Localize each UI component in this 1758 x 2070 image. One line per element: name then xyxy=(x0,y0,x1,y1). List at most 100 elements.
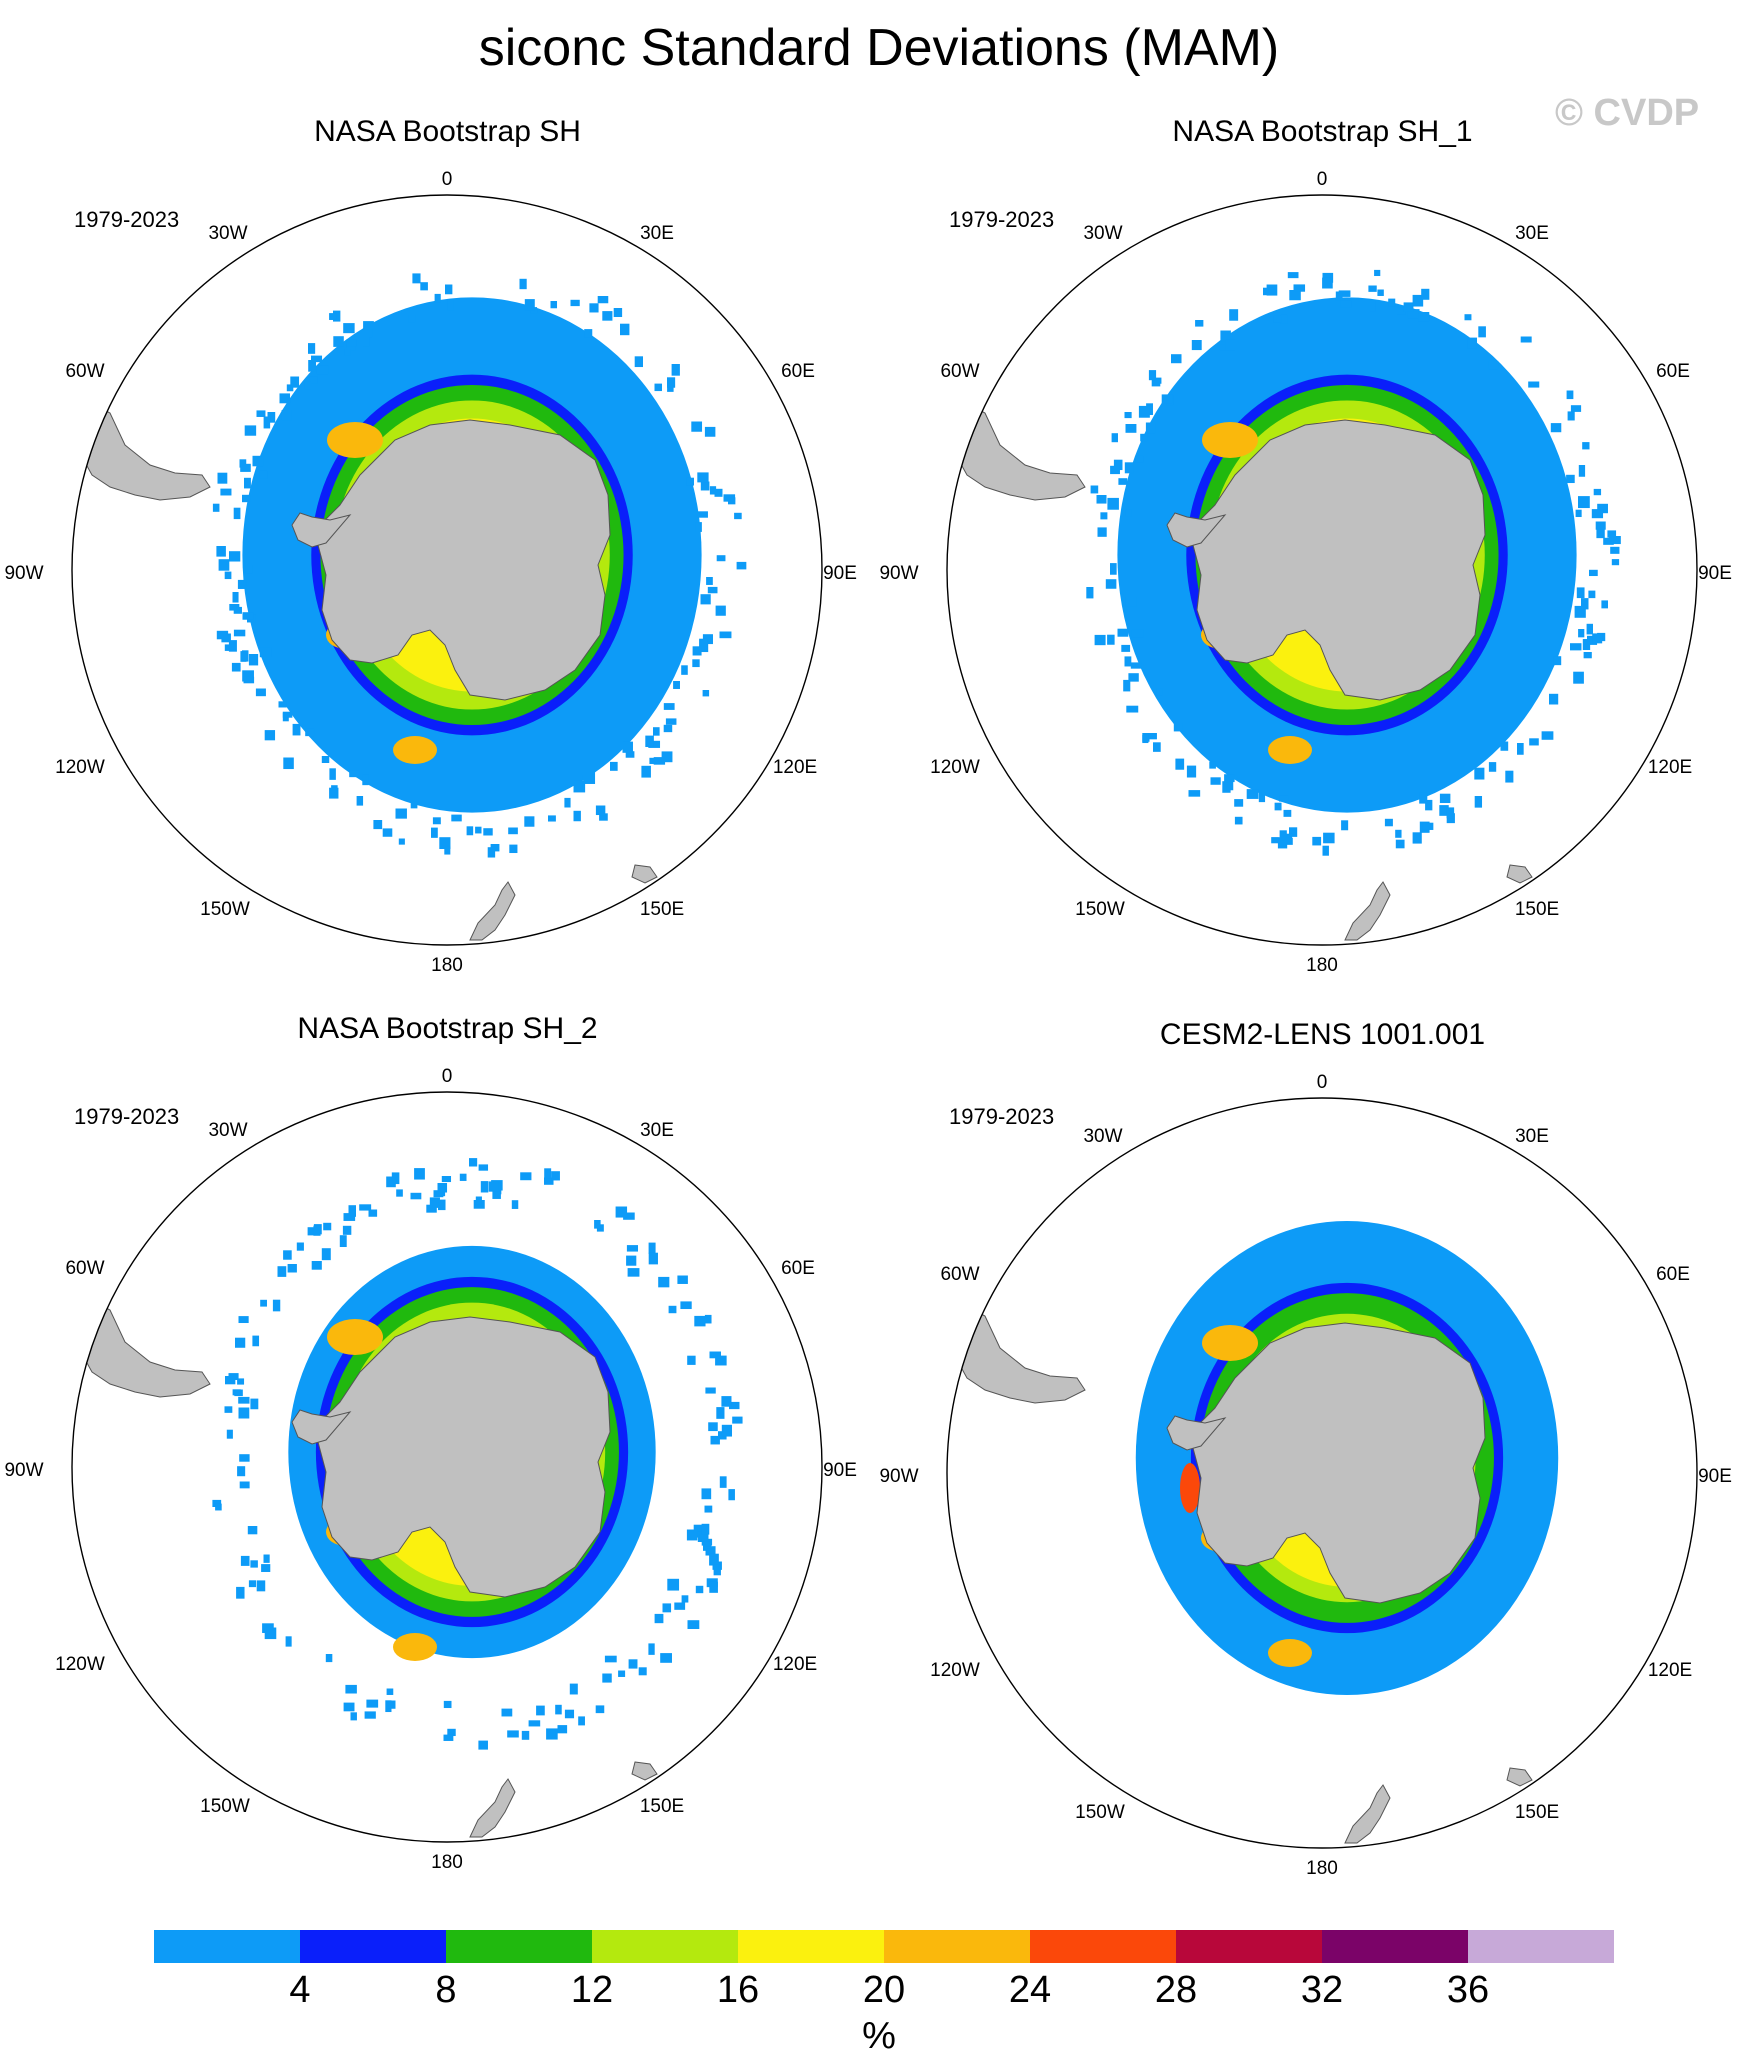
colorbar-swatch xyxy=(1030,1930,1176,1963)
sea-ice-pixel xyxy=(1597,503,1608,514)
sea-ice-pixel xyxy=(706,1548,715,1555)
sea-ice-pixel xyxy=(1293,284,1306,292)
sea-ice-pixel xyxy=(1520,336,1532,343)
sea-ice-pixel xyxy=(573,810,581,822)
sea-ice-pixel xyxy=(373,820,383,830)
colorbar-label: 24 xyxy=(1009,1969,1051,2011)
sea-ice-pixel xyxy=(625,751,635,758)
sea-ice-pixel xyxy=(264,730,276,741)
sea-ice-pixel xyxy=(283,1250,292,1260)
watermark: © CVDP xyxy=(1555,92,1700,134)
sea-ice-pixel xyxy=(1335,291,1343,301)
sea-ice-pixel xyxy=(232,592,239,603)
sea-ice-pixel xyxy=(1583,652,1592,659)
sea-ice-pixel xyxy=(680,1301,692,1310)
sea-ice-pixel xyxy=(1574,605,1586,618)
sea-ice-pixel xyxy=(1553,656,1562,666)
sea-ice-pixel xyxy=(226,1429,233,1439)
sea-ice-pixel xyxy=(1422,822,1434,830)
antarctica-land xyxy=(1192,419,1486,701)
sea-ice-pixel xyxy=(654,383,662,392)
sea-ice-pixel xyxy=(594,1220,601,1229)
sea-ice-pixel xyxy=(660,1653,672,1663)
sea-ice-pixel xyxy=(235,1337,246,1348)
sea-ice-pixel xyxy=(674,1602,686,1610)
polar-map: 0 30E 60E 90E 120E 150E 180 150W 120W 90W 60W 30W xyxy=(4,169,856,976)
sea-ice-pixel xyxy=(363,321,374,330)
antarctic-peninsula xyxy=(291,1409,352,1445)
sea-ice-pixel xyxy=(1368,285,1377,292)
new-zealand-land xyxy=(1344,1784,1391,1844)
map-body xyxy=(81,273,747,941)
sea-ice-pixel xyxy=(681,1595,689,1603)
map-body xyxy=(956,269,1621,941)
longitude-label: 30E xyxy=(640,1120,674,1141)
sea-ice-pixel xyxy=(443,1734,454,1741)
sea-ice-pixel xyxy=(694,1315,706,1327)
sea-ice-pixel xyxy=(710,1435,720,1445)
sea-ice-pixel xyxy=(671,364,680,376)
sea-ice-pixel xyxy=(459,1173,467,1181)
sea-ice-pixel xyxy=(714,488,723,497)
longitude-label: 150W xyxy=(200,899,250,920)
sea-ice-pixel xyxy=(1608,536,1621,545)
sea-ice-pixel xyxy=(277,1266,287,1277)
sea-ice-pixel xyxy=(1094,634,1106,646)
tasmania-land xyxy=(1506,1767,1533,1787)
sea-ice-pixel xyxy=(589,303,599,313)
sea-ice-pixel xyxy=(1396,307,1406,315)
sea-ice-pixel xyxy=(264,1627,277,1640)
sea-ice-pixel xyxy=(1279,830,1287,841)
longitude-label: 0 xyxy=(442,169,453,190)
longitude-label: 30E xyxy=(640,223,674,244)
longitude-label: 60W xyxy=(940,361,979,382)
sea-ice-pixel xyxy=(648,1242,656,1254)
sea-ice-pixel xyxy=(366,1699,379,1708)
sea-ice-pixel xyxy=(1576,587,1585,599)
sea-ice-pixel xyxy=(1322,277,1333,289)
sea-ice-pixel xyxy=(520,1172,532,1181)
map-panel: 0 30E 60E 90E 120E 150E 180 150W 120W 90W 60W 30W C… xyxy=(875,1018,1754,1918)
sea-ice-pixel xyxy=(544,1168,552,1179)
longitude-label: 150W xyxy=(200,1796,250,1817)
longitude-label: 180 xyxy=(1306,1858,1338,1879)
sea-ice-pixel xyxy=(623,1212,635,1220)
sea-ice-pixel xyxy=(546,1728,558,1740)
sea-ice-pixel xyxy=(1610,546,1620,554)
sea-ice-pixel xyxy=(687,1620,700,1630)
sea-ice-pixel xyxy=(410,1192,422,1200)
sea-ice-pixel xyxy=(247,1526,258,1535)
sea-ice-pixel xyxy=(681,665,688,675)
longitude-label: 150W xyxy=(1075,899,1125,920)
sea-ice-pixel xyxy=(255,688,266,697)
colorbar-label: 12 xyxy=(571,1969,613,2011)
sea-ice-pixel xyxy=(217,472,228,484)
sea-ice-pixel xyxy=(508,827,518,835)
sea-ice-pixel xyxy=(1118,478,1128,485)
sea-ice-pixel xyxy=(626,1255,637,1266)
sea-ice-maximum xyxy=(1202,422,1258,458)
sea-ice-pixel xyxy=(243,676,255,684)
colorbar-swatch xyxy=(884,1930,1030,1963)
sea-ice-pixel xyxy=(398,838,405,845)
sea-ice-maximum xyxy=(393,1633,437,1661)
colorbar-swatch xyxy=(738,1930,884,1963)
sea-ice-pixel xyxy=(237,1378,245,1385)
sea-ice-pixel xyxy=(1573,671,1584,684)
sea-ice-pixel xyxy=(701,1488,712,1500)
sea-ice-pixel xyxy=(564,797,571,808)
sea-ice-pixel xyxy=(1384,818,1393,827)
sea-ice-pixel xyxy=(667,377,676,388)
sea-ice-pixel xyxy=(1418,312,1430,322)
sea-ice-pixel xyxy=(244,477,251,489)
sea-ice-pixel xyxy=(595,805,606,816)
antarctic-peninsula xyxy=(1166,512,1227,548)
sea-ice-pixel xyxy=(1140,433,1148,442)
panel-title: NASA Bootstrap SH xyxy=(314,115,581,148)
sea-ice-pixel xyxy=(1234,799,1244,807)
sea-ice-pixel xyxy=(1125,509,1132,517)
sea-ice-pixel xyxy=(1171,354,1182,364)
sea-ice-pixel xyxy=(363,328,373,338)
sea-ice-pixel xyxy=(1145,422,1156,434)
sea-ice-pixel xyxy=(1488,762,1497,772)
